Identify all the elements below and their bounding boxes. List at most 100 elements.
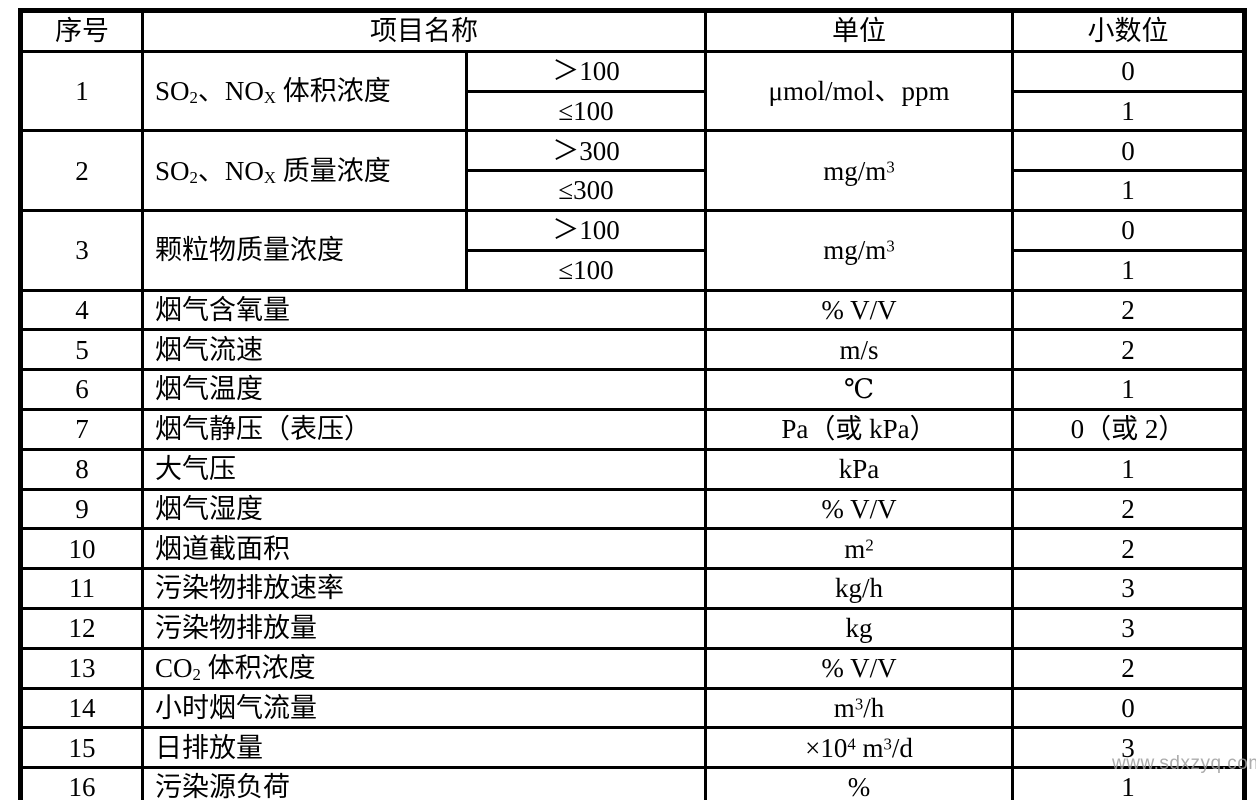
item-name-cell: 烟气湿度	[141, 487, 707, 531]
table-row: 14 小时烟气流量 m3/h 0	[19, 686, 1246, 730]
item-name-cell: 烟气含氧量	[141, 288, 707, 332]
decimals-cell: 2	[1011, 328, 1246, 372]
unit-cell: m3/h	[704, 686, 1014, 730]
table-row: 16 污染源负荷% 1	[19, 766, 1246, 800]
table-row: 4 烟气含氧量% V/V 2	[19, 288, 1246, 332]
item-name-cell: 烟道截面积	[141, 527, 707, 571]
table-row: ≤300 1	[21, 169, 1246, 212]
serial-cell: 13	[19, 646, 144, 690]
serial-cell: 11	[19, 567, 144, 610]
unit-cell: m/s	[704, 328, 1014, 372]
column-header-item-name: 项目名称	[141, 9, 707, 53]
column-header-serial: 序号	[19, 9, 144, 53]
unit-cell: mg/m3	[704, 129, 1014, 212]
decimals-cell: 2	[1011, 487, 1246, 531]
serial-cell: 10	[19, 527, 144, 571]
item-name-cell: 污染物排放量	[141, 606, 707, 650]
item-name-cell: 污染源负荷	[141, 766, 707, 800]
table-row: 5 烟气流速 m/s 2	[19, 328, 1246, 372]
serial-cell: 2	[19, 129, 144, 212]
column-header-unit: 单位	[704, 9, 1014, 53]
unit-cell: kg	[704, 606, 1014, 650]
item-name-cell: CO2 体积浓度	[141, 646, 707, 690]
threshold-cell: ＞100	[465, 208, 707, 252]
decimals-cell: 1	[1011, 368, 1246, 411]
decimals-cell: 0	[1011, 49, 1246, 93]
column-header-decimals: 小数位	[1011, 9, 1246, 53]
serial-cell: 8	[19, 447, 144, 491]
item-name-cell: 日排放量	[141, 726, 707, 770]
table-row: 9 烟气湿度% V/V 2	[19, 487, 1246, 531]
table-row: 12 污染物排放量 kg 3	[19, 606, 1246, 650]
table-row: 3 颗粒物质量浓度 ＞100 mg/m3 0	[19, 208, 1246, 292]
decimals-cell: 0	[1011, 208, 1246, 252]
decimals-cell: 0（或 2）	[1011, 407, 1246, 451]
table-row: 8 大气压 kPa 1	[19, 447, 1246, 491]
serial-cell: 14	[19, 686, 144, 730]
unit-cell: ×104 m3/d	[704, 726, 1014, 770]
unit-cell: kg/h	[704, 567, 1014, 610]
decimals-cell: 2	[1011, 527, 1246, 571]
unit-cell: mg/m3	[704, 208, 1014, 292]
table-row: 2 SO2、NOX 质量浓度 ＞300 mg/m3 0	[19, 129, 1246, 212]
decimals-cell: 0	[1011, 129, 1246, 173]
serial-cell: 7	[19, 407, 144, 451]
threshold-cell: ≤300	[465, 169, 707, 212]
serial-cell: 15	[19, 726, 144, 770]
decimals-cell: 3	[1011, 567, 1246, 610]
serial-cell: 12	[19, 606, 144, 650]
item-name-cell: 烟气静压（表压）	[141, 407, 707, 451]
serial-cell: 3	[19, 208, 144, 292]
table-row: 15 日排放量 ×104 m3/d 3	[19, 726, 1246, 770]
unit-cell: % V/V	[704, 288, 1014, 332]
table-header-row: 序号 项目名称 单位 小数位	[19, 9, 1246, 53]
threshold-cell: ＞100	[465, 49, 707, 93]
unit-cell: m2	[704, 527, 1014, 571]
serial-cell: 4	[19, 288, 144, 332]
item-name-cell: 烟气流速	[141, 328, 707, 372]
unit-cell: %	[704, 766, 1014, 800]
decimals-cell: 1	[1011, 248, 1246, 292]
table-row: 6 烟气温度 ℃ 1	[19, 368, 1246, 411]
threshold-cell: ≤100	[465, 89, 707, 133]
table-row: 序号 项目名称 单位 小数位	[19, 9, 1246, 53]
decimals-cell: 0	[1011, 686, 1246, 730]
unit-cell: kPa	[704, 447, 1014, 491]
serial-cell: 1	[19, 49, 144, 133]
table-row: 13 CO2 体积浓度% V/V 2	[19, 646, 1246, 690]
decimals-cell: 3	[1011, 606, 1246, 650]
table-body: 1 SO2、NOX 体积浓度 ＞100 μmol/mol、ppm 0 ≤100 1 2 SO2、…	[19, 49, 1246, 800]
item-name-cell: 大气压	[141, 447, 707, 491]
unit-cell: % V/V	[704, 646, 1014, 690]
unit-cell: ℃	[704, 368, 1014, 411]
item-name-cell: 小时烟气流量	[141, 686, 707, 730]
item-name-cell: SO2、NOX 质量浓度	[141, 129, 468, 212]
table-row: 1 SO2、NOX 体积浓度 ＞100 μmol/mol、ppm 0	[19, 49, 1246, 133]
threshold-cell: ＞300	[465, 129, 707, 173]
decimals-cell: 1	[1011, 766, 1246, 800]
decimals-cell: 1	[1011, 447, 1246, 491]
serial-cell: 5	[19, 328, 144, 372]
decimals-cell: 2	[1011, 288, 1246, 332]
item-name-cell: 污染物排放速率	[141, 567, 707, 610]
table-row: 7 烟气静压（表压） Pa（或 kPa） 0（或 2）	[19, 407, 1246, 451]
measurement-items-table: 序号 项目名称 单位 小数位 1 SO2、NOX 体积浓度 ＞100 μmol/mol…	[18, 8, 1247, 800]
table-row: ≤100 1	[21, 89, 1246, 133]
decimals-cell: 1	[1011, 89, 1246, 133]
unit-cell: % V/V	[704, 487, 1014, 531]
table-row: 11 污染物排放速率 kg/h 3	[19, 567, 1246, 610]
unit-cell: Pa（或 kPa）	[704, 407, 1014, 451]
threshold-cell: ≤100	[465, 248, 707, 292]
decimals-cell: 2	[1011, 646, 1246, 690]
decimals-cell: 1	[1011, 169, 1246, 212]
table-row: ≤100 1	[21, 248, 1246, 292]
serial-cell: 9	[19, 487, 144, 531]
item-name-cell: SO2、NOX 体积浓度	[141, 49, 468, 133]
item-name-cell: 烟气温度	[141, 368, 707, 411]
serial-cell: 16	[19, 766, 144, 800]
unit-cell: μmol/mol、ppm	[704, 49, 1014, 133]
item-name-cell: 颗粒物质量浓度	[141, 208, 468, 292]
serial-cell: 6	[19, 368, 144, 411]
decimals-cell: 3	[1011, 726, 1246, 770]
